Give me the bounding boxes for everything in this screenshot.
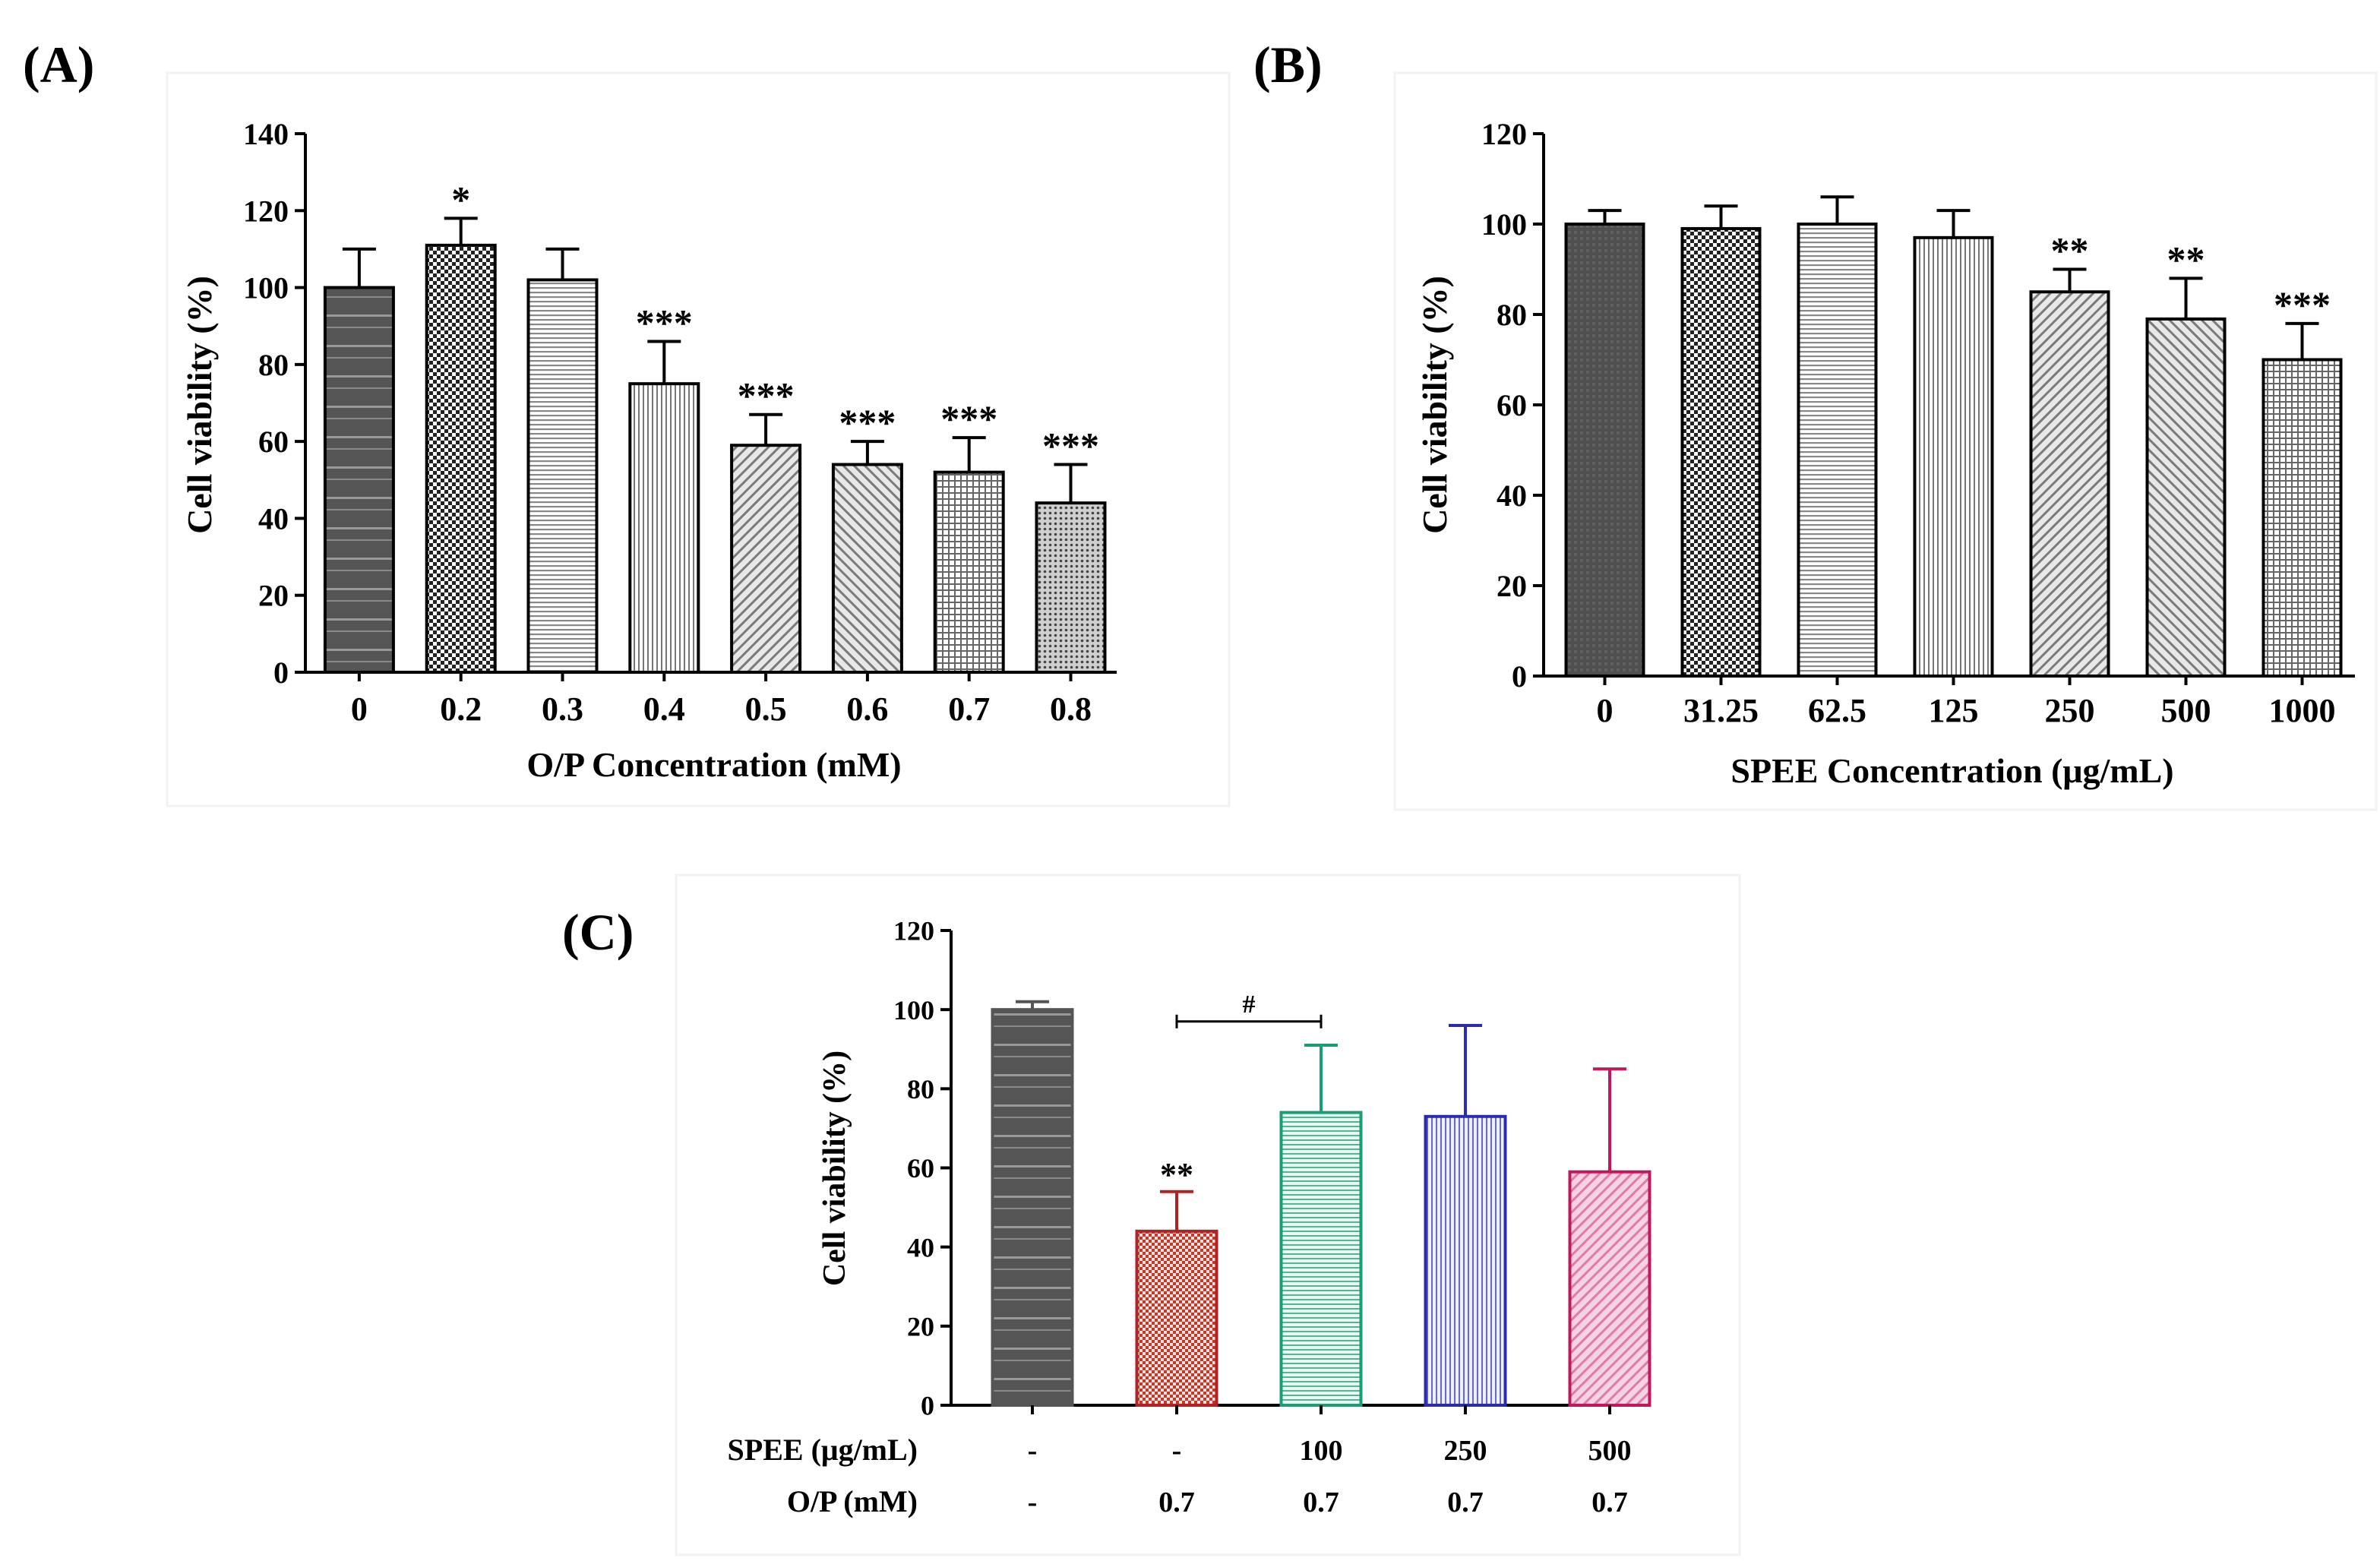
bar xyxy=(2029,290,2110,678)
bar xyxy=(1680,226,1762,678)
x-tick-label: 31.25 xyxy=(1683,692,1759,729)
panel-a-plot: 0 20 40 60 80 100 120 140 0 0.2 * 0.3 0.4 *** 0.5 *** 0.… xyxy=(243,117,1117,728)
panel-a-label: (A) xyxy=(23,36,94,93)
significance-label: *** xyxy=(738,374,795,417)
significance-label: ** xyxy=(2167,238,2205,280)
y-tick-label: 20 xyxy=(907,1311,934,1341)
significance-label: *** xyxy=(1042,425,1099,467)
bar xyxy=(730,444,802,674)
x-tick-label: 500 xyxy=(2161,692,2211,729)
panel-b-xlabel: SPEE Concentration (μg/mL) xyxy=(1730,751,2173,790)
y-tick-label: 0 xyxy=(273,656,289,690)
x-tick-label: 62.5 xyxy=(1808,692,1866,729)
bar xyxy=(425,243,497,675)
y-tick-label: 20 xyxy=(1497,569,1527,603)
x-tick-label-spee: 100 xyxy=(1300,1435,1343,1467)
y-tick-label: 40 xyxy=(1497,479,1527,513)
y-tick-label: 100 xyxy=(243,271,289,305)
bar xyxy=(1564,223,1645,678)
bar xyxy=(1279,1111,1363,1408)
x-tick-label-op: - xyxy=(1028,1487,1038,1518)
y-tick-label: 40 xyxy=(258,501,289,536)
x-tick-label-spee: 250 xyxy=(1444,1435,1487,1467)
bar xyxy=(1797,223,1878,678)
y-tick-label: 60 xyxy=(258,425,289,459)
panel-a-ylabel: Cell viability (%) xyxy=(180,276,219,534)
significance-label: * xyxy=(451,178,470,220)
y-tick-label: 0 xyxy=(1512,659,1527,694)
x-tick-label: 0.7 xyxy=(948,690,990,728)
y-tick-label: 120 xyxy=(893,916,934,946)
bar xyxy=(526,278,599,674)
bar xyxy=(1913,235,1994,678)
y-tick-label: 120 xyxy=(243,194,289,228)
bar xyxy=(1424,1114,1507,1407)
y-tick-label: 0 xyxy=(921,1391,934,1421)
y-tick-label: 140 xyxy=(243,117,289,151)
x-tick-label: 0 xyxy=(351,690,368,728)
x-tick-label: 125 xyxy=(1929,692,1979,729)
y-tick-label: 20 xyxy=(258,579,289,613)
significance-label: *** xyxy=(636,301,693,343)
y-tick-label: 100 xyxy=(893,995,934,1025)
bar xyxy=(831,463,903,674)
x-tick-label: 0.2 xyxy=(440,690,482,728)
bar xyxy=(628,382,700,674)
x-tick-label: 1000 xyxy=(2269,692,2336,729)
x-tick-label-op: 0.7 xyxy=(1158,1487,1195,1518)
bar xyxy=(1035,501,1107,675)
x-tick-label-spee: 500 xyxy=(1588,1435,1632,1467)
x-tick-label: 0.6 xyxy=(846,690,888,728)
bar xyxy=(933,470,1005,675)
y-tick-label: 40 xyxy=(907,1232,934,1262)
significance-label: ** xyxy=(2051,229,2089,272)
bar xyxy=(1568,1170,1651,1408)
x-tick-label: 0.3 xyxy=(542,690,583,728)
bar xyxy=(2145,317,2227,678)
panel-c-plot: 0 20 40 60 80 100 120 - - - 0.7 ** 100 0.7 250 0.7 500 0.… xyxy=(893,916,1651,1518)
x-tick-label: 0.8 xyxy=(1050,690,1092,728)
x-tick-label: 0.5 xyxy=(745,690,787,728)
panel-b-ylabel: Cell viability (%) xyxy=(1415,276,1454,534)
panel-b: (B) Cell viability (%) SPEE Concentratio… xyxy=(1253,36,2355,790)
y-tick-label: 120 xyxy=(1481,117,1527,151)
comparison-label: # xyxy=(1243,991,1256,1019)
panel-c-row-label-op: O/P (mM) xyxy=(787,1484,918,1518)
y-tick-label: 80 xyxy=(1497,298,1527,332)
panel-b-plot: 0 20 40 60 80 100 120 0 31.25 62.5 125 250 ** 500 ** 10… xyxy=(1481,117,2355,729)
x-tick-label-op: 0.7 xyxy=(1447,1487,1484,1518)
y-tick-label: 80 xyxy=(907,1074,934,1104)
y-tick-label: 60 xyxy=(1497,388,1527,422)
x-tick-label: 0.4 xyxy=(643,690,685,728)
panel-b-label: (B) xyxy=(1253,36,1323,93)
panel-c-row-label-spee: SPEE (μg/mL) xyxy=(728,1433,918,1467)
significance-label: *** xyxy=(2274,283,2331,326)
x-tick-label: 0 xyxy=(1597,692,1614,729)
panel-a-frame xyxy=(166,71,1231,807)
x-tick-label: 250 xyxy=(2045,692,2095,729)
panel-a: (A) Cell viability (%) O/P Concentration… xyxy=(23,36,1117,784)
bar xyxy=(991,1008,1074,1407)
panel-c: (C) Cell viability (%) SPEE (μg/mL) O/P … xyxy=(562,903,1651,1518)
x-tick-label-spee: - xyxy=(1028,1435,1038,1467)
significance-label: *** xyxy=(839,401,896,444)
bar xyxy=(323,286,395,674)
significance-label: ** xyxy=(1160,1156,1193,1193)
y-tick-label: 80 xyxy=(258,348,289,382)
bar xyxy=(2261,358,2343,678)
panel-c-label: (C) xyxy=(562,903,634,961)
y-tick-label: 100 xyxy=(1481,207,1527,242)
panel-c-ylabel: Cell viability (%) xyxy=(817,1051,852,1286)
x-tick-label-op: 0.7 xyxy=(1303,1487,1339,1518)
bar xyxy=(1135,1229,1218,1408)
panel-b-frame xyxy=(1393,71,2378,811)
x-tick-label-spee: - xyxy=(1172,1435,1182,1467)
panel-c-frame xyxy=(675,874,1741,1556)
significance-label: *** xyxy=(940,397,997,440)
panel-a-xlabel: O/P Concentration (mM) xyxy=(526,745,901,784)
x-tick-label-op: 0.7 xyxy=(1591,1487,1628,1518)
y-tick-label: 60 xyxy=(907,1153,934,1183)
